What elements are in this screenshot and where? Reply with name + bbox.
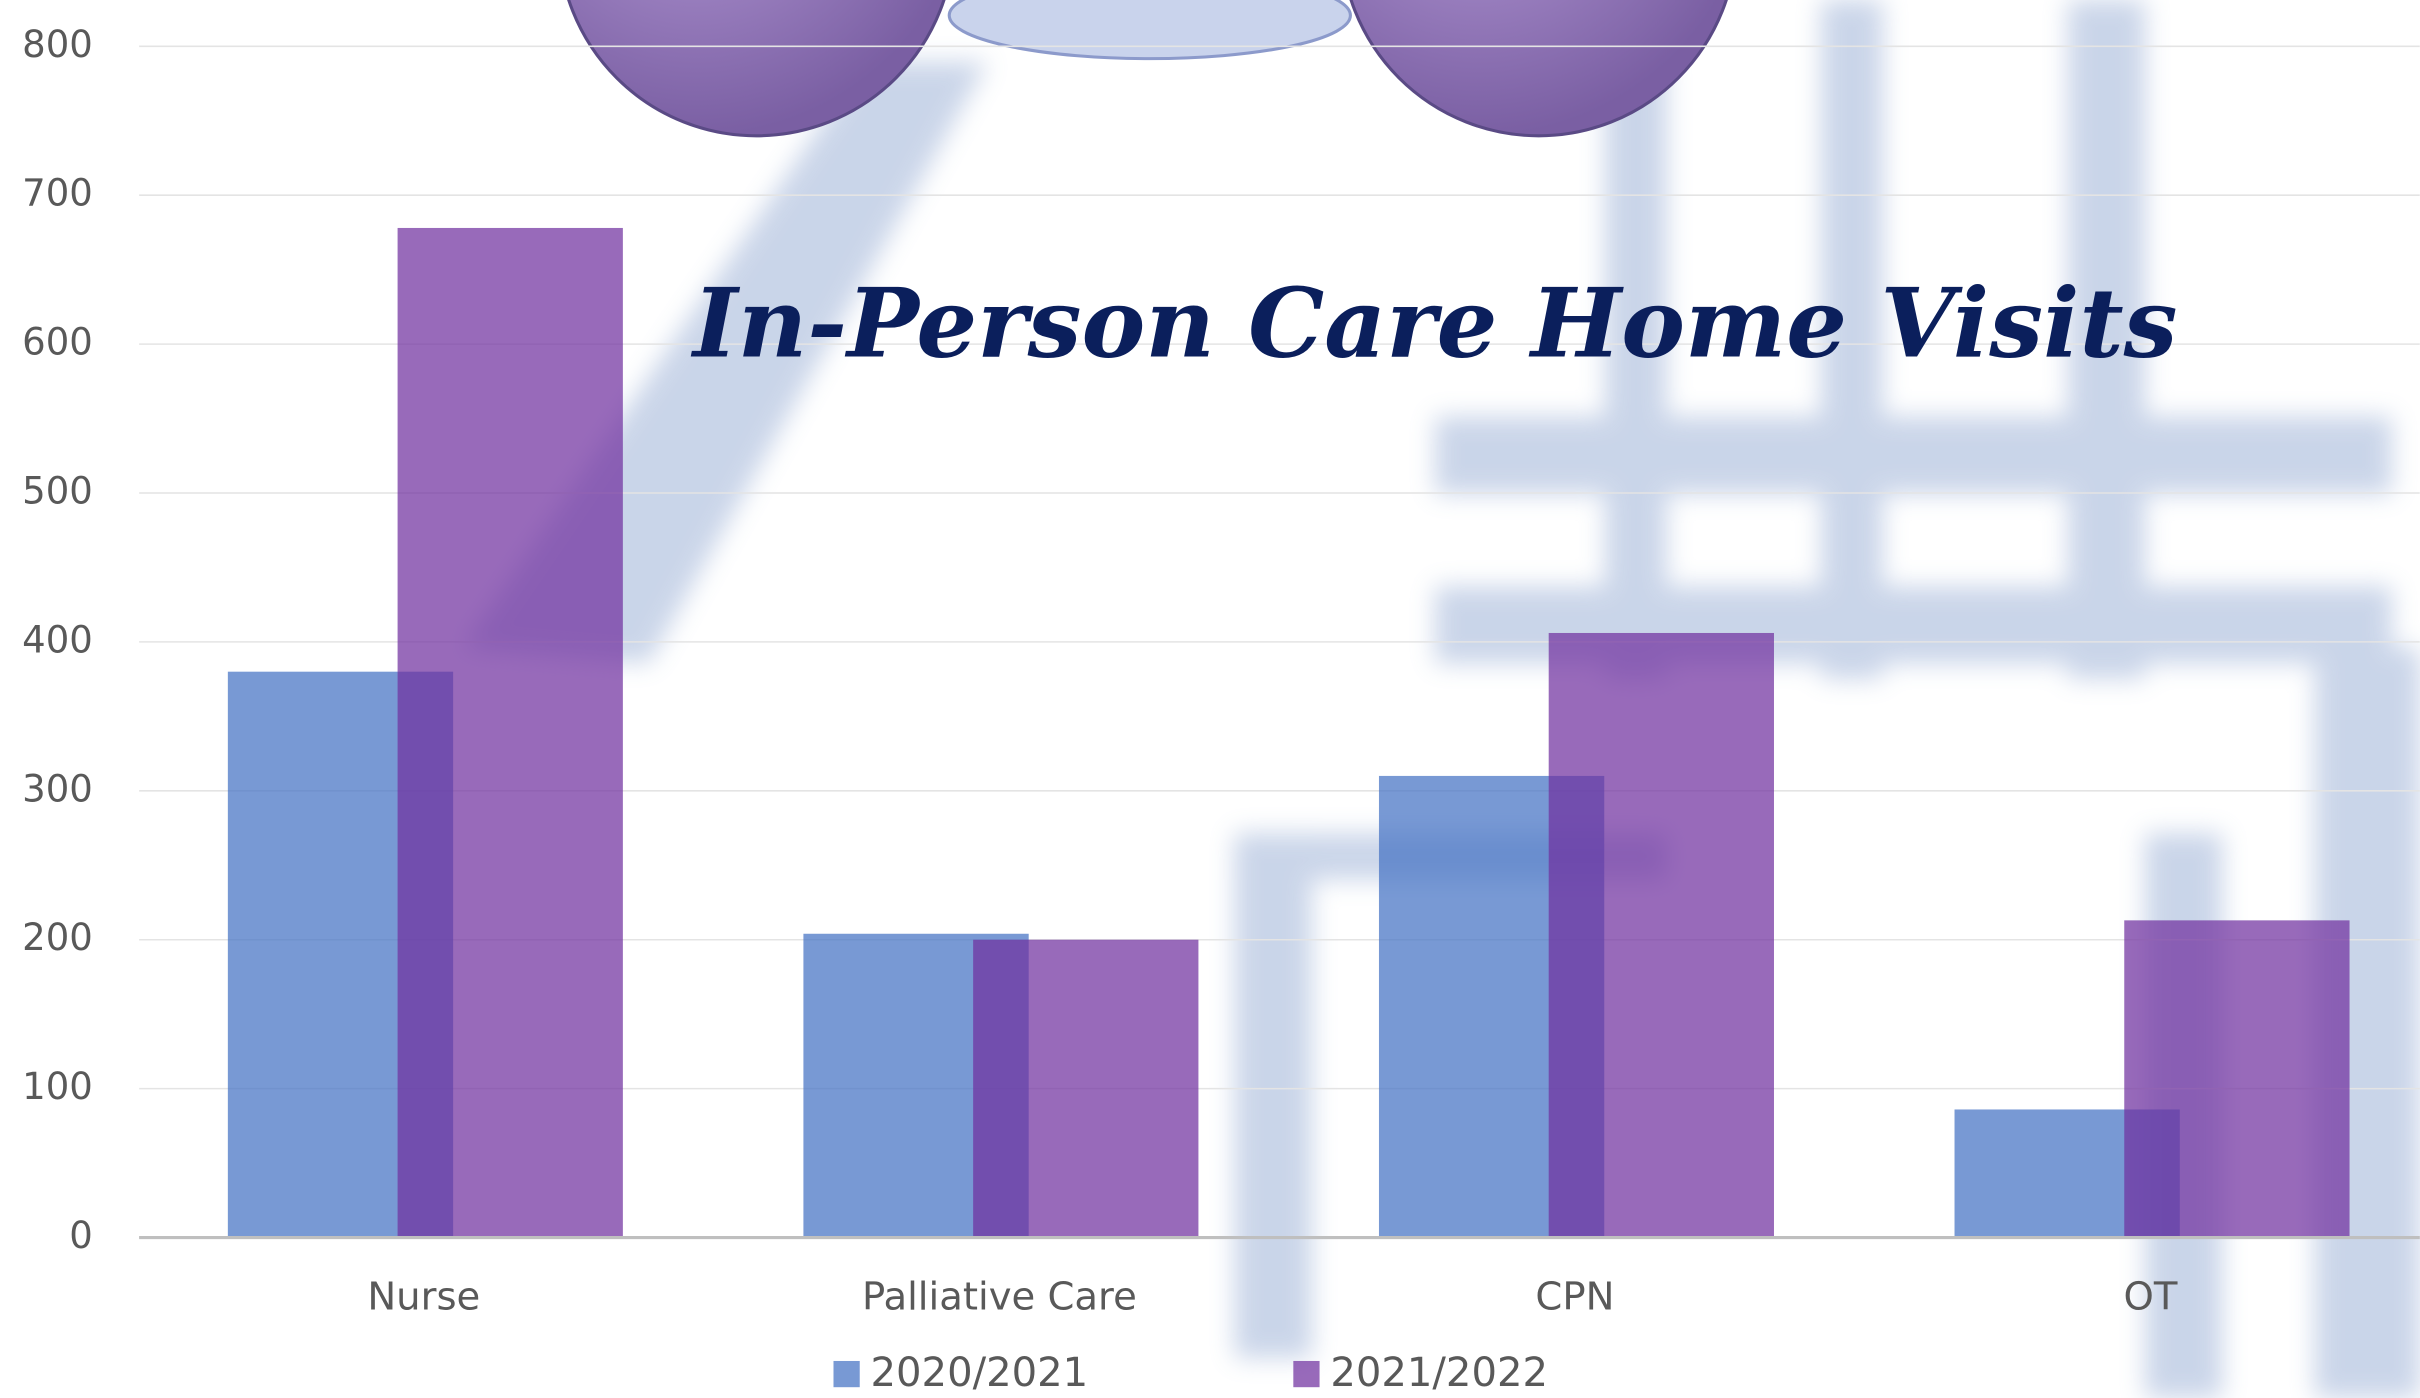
legend-label: 2020/2021 xyxy=(871,1350,1089,1396)
y-tick-label: 100 xyxy=(22,1065,93,1108)
chart: In-Person Care Home Visits 0 100 200 300 400… xyxy=(0,0,2420,1398)
y-tick-label: 500 xyxy=(22,470,93,513)
x-tick-label: Nurse xyxy=(367,1275,480,1320)
y-tick-label: 600 xyxy=(22,321,93,364)
x-tick-label: CPN xyxy=(1535,1275,1614,1320)
y-tick-label: 200 xyxy=(22,916,93,959)
x-tick-label: OT xyxy=(2124,1275,2178,1320)
y-tick-label: 800 xyxy=(22,23,93,66)
chart-title: In-Person Care Home Visits xyxy=(690,267,2177,380)
y-tick-label: 400 xyxy=(22,618,93,661)
bar xyxy=(2124,920,2349,1237)
legend-label: 2021/2022 xyxy=(1330,1350,1548,1396)
x-tick-label: Palliative Care xyxy=(862,1275,1137,1320)
y-tick-label: 0 xyxy=(69,1214,93,1257)
bar xyxy=(398,228,623,1238)
bar xyxy=(973,940,1198,1238)
y-tick-label: 700 xyxy=(22,172,93,215)
legend-swatch xyxy=(833,1361,859,1387)
bar xyxy=(1549,633,1774,1238)
legend-swatch xyxy=(1293,1361,1319,1387)
page: {"chart_data": {"type": "bar", "title": … xyxy=(0,0,2420,1398)
y-tick-label: 300 xyxy=(22,767,93,810)
